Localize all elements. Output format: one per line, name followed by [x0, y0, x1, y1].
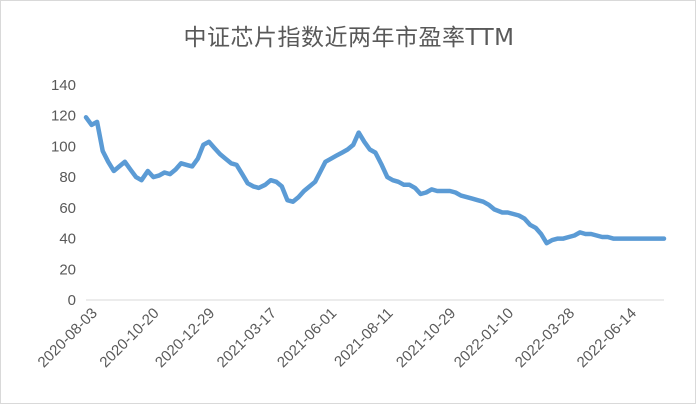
x-tick-label: 2022-06-14 — [574, 305, 640, 371]
x-tick-label: 2022-03-28 — [512, 305, 578, 371]
x-tick-label: 2022-01-10 — [451, 305, 517, 371]
x-tick-label: 2021-10-29 — [393, 305, 459, 371]
series-line-0 — [83, 115, 667, 246]
y-tick-label: 60 — [59, 200, 76, 217]
y-tick-label: 140 — [51, 77, 76, 94]
chart-title: 中证芯片指数近两年市盈率TTM — [183, 25, 515, 51]
y-tick-label: 100 — [51, 138, 76, 155]
x-tick-label: 2020-12-29 — [152, 305, 218, 371]
y-tick-label: 40 — [59, 231, 76, 248]
y-tick-label: 0 — [68, 292, 76, 309]
plot-area — [83, 115, 667, 246]
y-axis: 0 20 40 60 80 100 120 140 — [51, 77, 76, 309]
x-tick-label: 2021-03-17 — [214, 305, 280, 371]
x-axis: 2020-08-032020-10-202020-12-292021-03-17… — [35, 299, 664, 371]
x-tick-label: 2021-06-01 — [274, 305, 340, 371]
y-tick-label: 80 — [59, 169, 76, 186]
y-tick-label: 120 — [51, 108, 76, 125]
x-tick-label: 2020-08-03 — [35, 305, 101, 371]
y-tick-label: 20 — [59, 261, 76, 278]
x-tick-label: 2021-08-11 — [331, 305, 396, 370]
